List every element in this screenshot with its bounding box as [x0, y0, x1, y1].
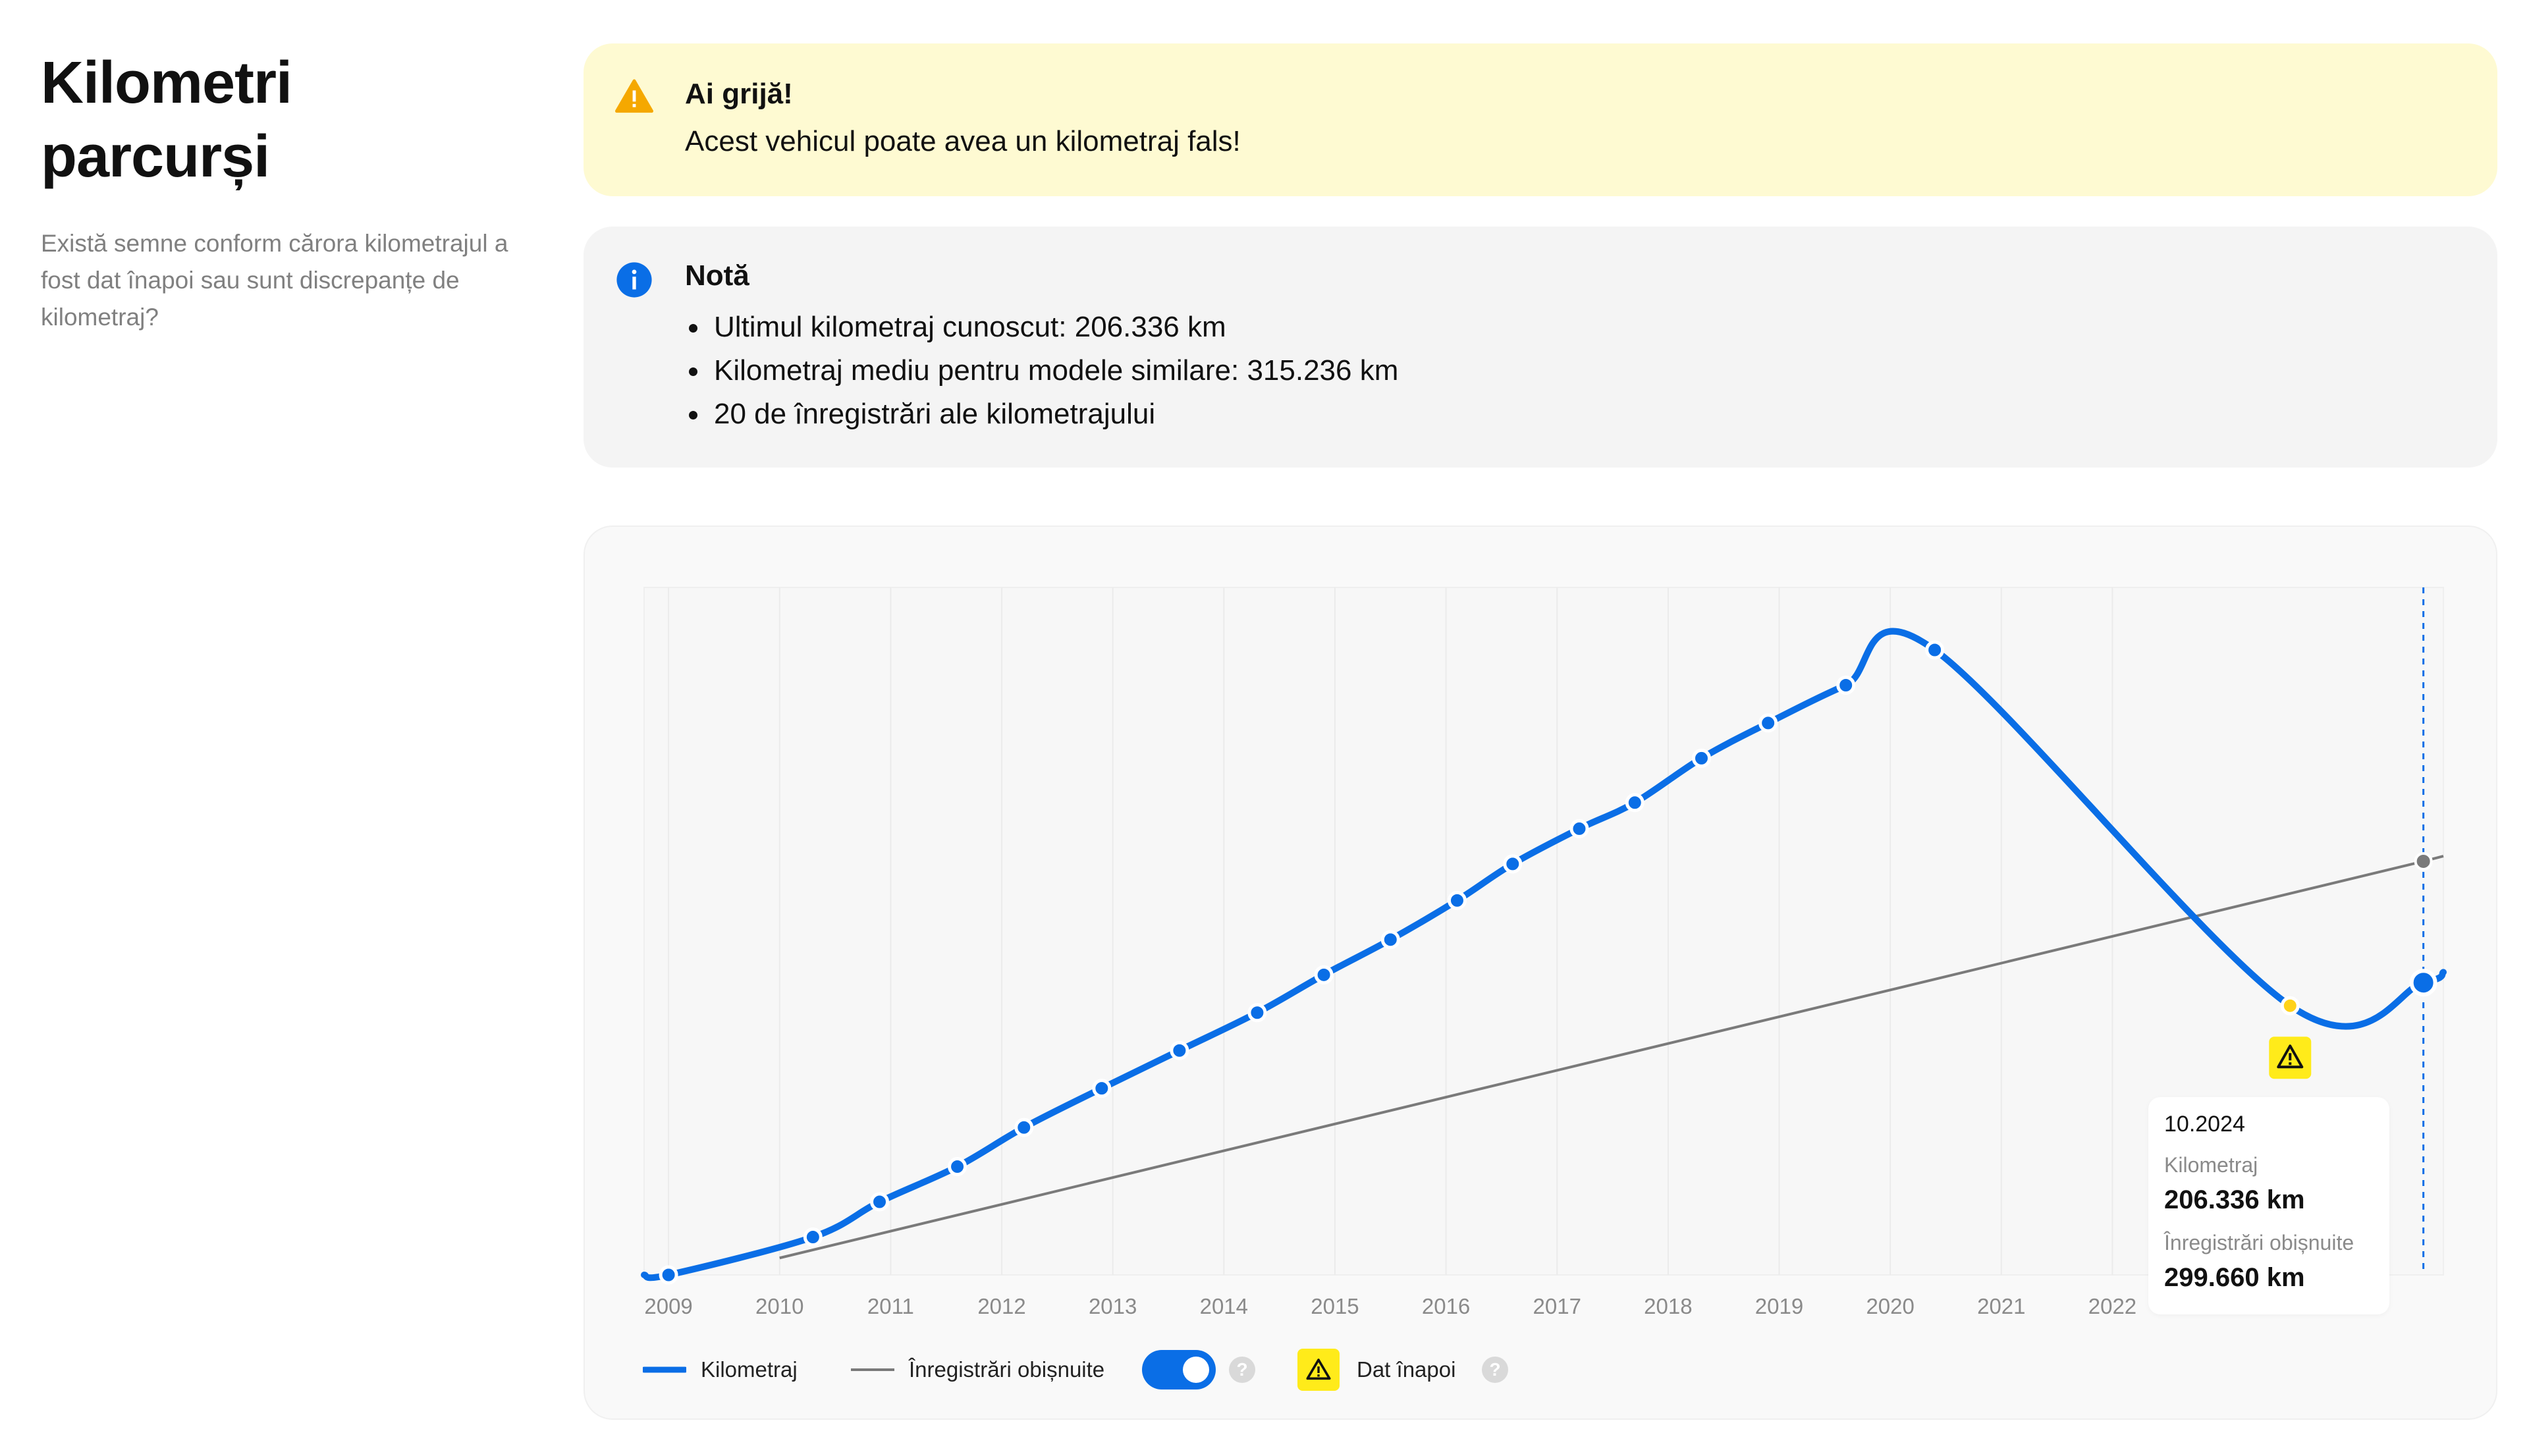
grid-lines	[668, 587, 2425, 1275]
x-tick-label: 2014	[1200, 1294, 1248, 1318]
rollback-marker-triangle	[2277, 1044, 2304, 1069]
mileage-point	[1380, 930, 1400, 950]
page-title-line2: parcurși	[41, 124, 270, 190]
x-tick-label: 2011	[867, 1294, 914, 1318]
help-icon[interactable]: ?	[1482, 1357, 1508, 1383]
mileage-point	[1447, 890, 1467, 910]
mileage-point	[803, 1227, 823, 1247]
mileage-point	[870, 1192, 890, 1212]
tooltip-value-mileage: 206.336 km	[2164, 1185, 2305, 1214]
typical-records-toggle-wrap	[1142, 1343, 1216, 1396]
tooltip-date: 10.2024	[2164, 1112, 2245, 1137]
mileage-point	[659, 1265, 678, 1285]
rollback-point	[2280, 996, 2300, 1015]
legend-item-mileage[interactable]: Kilometraj	[643, 1343, 798, 1396]
rollback-warning-icon	[1297, 1349, 1340, 1391]
page-title-line1: Kilometri	[41, 50, 292, 116]
x-axis-ticks: 2009 2010 2011 2012 2013 2014 2015 2016 2017 2018…	[644, 1294, 2136, 1318]
mileage-point	[1625, 793, 1645, 813]
x-tick-label: 2009	[644, 1294, 692, 1318]
mileage-point	[1691, 748, 1711, 768]
help-wrap-rollback: ?	[1482, 1343, 1508, 1396]
page-subtitle: Există semne conform cărora kilometrajul…	[41, 230, 508, 331]
help-wrap-typical: ?	[1229, 1343, 1255, 1396]
tooltip-label-mileage: Kilometraj	[2164, 1153, 2258, 1177]
note-title: Notă	[685, 259, 749, 292]
plot-area	[643, 587, 2444, 1276]
rollback-marker-dot	[2289, 1062, 2292, 1065]
rollback-marker-icon	[2269, 1037, 2312, 1079]
info-icon	[616, 262, 652, 298]
x-tick-label: 2019	[1755, 1294, 1803, 1318]
mileage-point	[1014, 1118, 1034, 1137]
mileage-point	[1758, 713, 1778, 733]
x-tick-label: 2017	[1533, 1294, 1581, 1318]
mileage-point	[1170, 1040, 1189, 1060]
legend-label-mileage: Kilometraj	[701, 1357, 798, 1382]
warning-text: Acest vehicul poate avea un kilometraj f…	[685, 125, 1241, 157]
note-item-last-mileage: Ultimul kilometraj cunoscut: 206.336 km	[685, 306, 1398, 349]
x-tick-label: 2022	[2088, 1294, 2136, 1318]
chart-tooltip: 10.2024 Kilometraj 206.336 km Înregistră…	[2148, 1097, 2389, 1314]
typical-records-highlight-point	[2414, 851, 2433, 871]
mileage-point	[1092, 1079, 1112, 1098]
warning-card: Ai grijă! Acest vehicul poate avea un ki…	[584, 43, 2497, 196]
help-icon[interactable]: ?	[1229, 1357, 1255, 1383]
legend-label-rollback: Dat înapoi	[1357, 1357, 1456, 1382]
x-tick-label: 2013	[1089, 1294, 1137, 1318]
left-column: Kilometri parcurși Există semne conform …	[41, 46, 541, 336]
mileage-point	[1569, 819, 1589, 838]
rollback-marker-bar	[2289, 1053, 2292, 1061]
x-tick-label: 2016	[1422, 1294, 1470, 1318]
series-line-mileage	[641, 628, 2447, 1281]
legend-line-mileage-icon	[643, 1366, 686, 1373]
x-tick-label: 2021	[1977, 1294, 2025, 1318]
mileage-point	[1247, 1003, 1267, 1023]
note-list: Ultimul kilometraj cunoscut: 206.336 km …	[685, 306, 1398, 436]
note-item-record-count: 20 de înregistrări ale kilometrajului	[685, 392, 1398, 436]
x-tick-label: 2018	[1644, 1294, 1692, 1318]
tooltip-label-typical: Înregistrări obișnuite	[2164, 1231, 2354, 1254]
mileage-point	[948, 1157, 967, 1177]
x-tick-label: 2012	[977, 1294, 1025, 1318]
mileage-point	[1925, 640, 1945, 660]
series-points	[659, 640, 2437, 1285]
mileage-point	[1836, 675, 1856, 695]
x-tick-label: 2010	[755, 1294, 803, 1318]
warning-title: Ai grijă!	[685, 78, 793, 110]
page-title: Kilometri parcurși	[41, 46, 541, 194]
mileage-highlight-point	[2409, 969, 2437, 997]
tooltip-value-typical: 299.660 km	[2164, 1263, 2305, 1292]
x-tick-label: 2020	[1866, 1294, 1914, 1318]
mileage-point	[1503, 854, 1523, 874]
note-item-average-mileage: Kilometraj mediu pentru modele similare:…	[685, 349, 1398, 392]
typical-records-toggle[interactable]	[1142, 1350, 1216, 1389]
legend-label-typical: Înregistrări obișnuite	[909, 1357, 1105, 1382]
x-tick-label: 2015	[1311, 1294, 1359, 1318]
warning-icon	[615, 79, 653, 113]
legend-item-rollback: Dat înapoi	[1297, 1343, 1455, 1396]
legend-item-typical[interactable]: Înregistrări obișnuite	[850, 1343, 1104, 1396]
legend-line-typical-icon	[851, 1368, 894, 1371]
note-card: Notă Ultimul kilometraj cunoscut: 206.33…	[584, 227, 2497, 468]
mileage-point	[1314, 965, 1334, 984]
